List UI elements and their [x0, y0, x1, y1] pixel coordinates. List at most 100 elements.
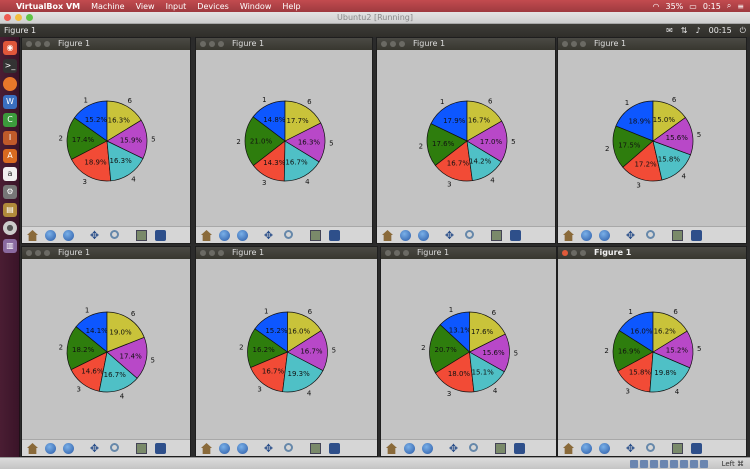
figure-window[interactable]: Figure 1 13.1% 1 20.7% 2 18.0% 3 15.1% 4 15.6% 5 17… [380, 246, 557, 457]
pan-icon[interactable]: ✥ [263, 229, 274, 242]
close-icon[interactable] [381, 41, 387, 47]
subplots-config-icon[interactable] [136, 443, 147, 454]
maximize-icon[interactable] [580, 41, 586, 47]
back-arrow-icon[interactable] [404, 443, 415, 454]
menu-input[interactable]: Input [165, 1, 187, 11]
back-arrow-icon[interactable] [581, 230, 592, 241]
usb-icon[interactable] [670, 460, 678, 468]
files-icon[interactable]: ▤ [3, 203, 17, 217]
subplots-config-icon[interactable] [672, 230, 683, 241]
save-icon[interactable] [329, 443, 340, 454]
figure-window[interactable]: Figure 1 16.0% 1 16.9% 2 15.8% 3 19.8% 4 15.2% 5 16… [557, 246, 747, 457]
zoom-icon[interactable] [284, 443, 293, 452]
wifi-icon[interactable]: ◠ [652, 1, 660, 11]
figure-titlebar[interactable]: Figure 1 [381, 247, 556, 259]
amazon-icon[interactable]: a [3, 167, 17, 181]
home-icon[interactable] [201, 443, 212, 454]
menu-devices[interactable]: Devices [197, 1, 229, 11]
menu-machine[interactable]: Machine [91, 1, 125, 11]
list-icon[interactable]: ≡ [737, 1, 744, 11]
back-arrow-icon[interactable] [219, 230, 230, 241]
zoom-icon[interactable] [469, 443, 478, 452]
figure-titlebar[interactable]: Figure 1 [196, 247, 377, 259]
optical-drive-icon[interactable] [640, 460, 648, 468]
mac-clock[interactable]: 0:15 [702, 1, 721, 11]
subplots-config-icon[interactable] [495, 443, 506, 454]
figure-window[interactable]: Figure 1 14.8% 1 21.0% 2 14.3% 3 16.7% 4 16.3% 5 17… [195, 37, 373, 244]
back-arrow-icon[interactable] [45, 230, 56, 241]
forward-arrow-icon[interactable] [63, 443, 74, 454]
close-icon[interactable] [200, 250, 206, 256]
terminal-icon[interactable]: >_ [3, 59, 17, 73]
menu-view[interactable]: View [135, 1, 155, 11]
sound-icon[interactable]: ♪ [695, 26, 701, 35]
close-icon[interactable] [26, 41, 32, 47]
minimize-icon[interactable] [390, 41, 396, 47]
battery-percent[interactable]: 35% [665, 1, 684, 11]
pan-icon[interactable]: ✥ [625, 442, 636, 455]
figure-titlebar[interactable]: Figure 1 [377, 38, 555, 50]
display-icon[interactable] [690, 460, 698, 468]
pan-icon[interactable]: ✥ [89, 442, 100, 455]
subplots-config-icon[interactable] [491, 230, 502, 241]
network-icon[interactable]: ⇅ [680, 26, 688, 35]
minimize-icon[interactable] [209, 41, 215, 47]
libreoffice-writer-icon[interactable]: W [3, 95, 17, 109]
minimize-icon[interactable] [15, 14, 22, 21]
maximize-icon[interactable] [580, 250, 586, 256]
forward-arrow-icon[interactable] [237, 230, 248, 241]
home-icon[interactable] [27, 230, 38, 241]
back-arrow-icon[interactable] [219, 443, 230, 454]
subplots-config-icon[interactable] [310, 443, 321, 454]
forward-arrow-icon[interactable] [599, 230, 610, 241]
home-icon[interactable] [201, 230, 212, 241]
menu-help[interactable]: Help [282, 1, 301, 11]
figure-window[interactable]: Figure 1 18.9% 1 17.5% 2 17.2% 3 15.8% 4 15.6% 5 15… [557, 37, 747, 244]
firefox-icon[interactable] [3, 77, 17, 91]
maximize-icon[interactable] [44, 41, 50, 47]
home-icon[interactable] [563, 230, 574, 241]
pan-icon[interactable]: ✥ [625, 229, 636, 242]
back-arrow-icon[interactable] [581, 443, 592, 454]
shared-folder-icon[interactable] [680, 460, 688, 468]
figure-titlebar[interactable]: Figure 1 [22, 38, 190, 50]
forward-arrow-icon[interactable] [418, 230, 429, 241]
libreoffice-calc-icon[interactable]: C [3, 113, 17, 127]
pan-icon[interactable]: ✥ [263, 442, 274, 455]
maximize-icon[interactable] [44, 250, 50, 256]
figure-titlebar[interactable]: Figure 1 [558, 38, 746, 50]
ubuntu-dash-icon[interactable]: ◉ [3, 41, 17, 55]
search-icon[interactable]: ⌕ [726, 1, 732, 10]
libreoffice-impress-icon[interactable]: I [3, 131, 17, 145]
home-icon[interactable] [27, 443, 38, 454]
software-center-icon[interactable]: A [3, 149, 17, 163]
save-icon[interactable] [514, 443, 525, 454]
save-icon[interactable] [155, 230, 166, 241]
trash-icon[interactable]: ▥ [3, 239, 17, 253]
figure-window[interactable]: Figure 1 14.1% 1 18.2% 2 14.6% 3 16.7% 4 17.4% 5 19… [21, 246, 191, 457]
forward-arrow-icon[interactable] [63, 230, 74, 241]
save-icon[interactable] [329, 230, 340, 241]
close-icon[interactable] [562, 41, 568, 47]
minimize-icon[interactable] [35, 250, 41, 256]
panel-clock[interactable]: 00:15 [708, 26, 732, 35]
home-icon[interactable] [386, 443, 397, 454]
mail-icon[interactable]: ✉ [666, 26, 673, 35]
close-icon[interactable] [385, 250, 391, 256]
figure-window[interactable]: Figure 1 15.2% 1 17.4% 2 18.9% 3 16.3% 4 15.9% 5 16… [21, 37, 191, 244]
menu-window[interactable]: Window [239, 1, 272, 11]
zoom-icon[interactable] [110, 443, 119, 452]
zoom-icon[interactable] [284, 230, 293, 239]
forward-arrow-icon[interactable] [422, 443, 433, 454]
home-icon[interactable] [563, 443, 574, 454]
save-icon[interactable] [510, 230, 521, 241]
figure-titlebar[interactable]: Figure 1 [558, 247, 746, 259]
pan-icon[interactable]: ✥ [448, 442, 459, 455]
zoom-icon[interactable] [646, 230, 655, 239]
power-icon[interactable]: ⏻ [739, 26, 746, 35]
save-icon[interactable] [155, 443, 166, 454]
close-icon[interactable] [4, 14, 11, 21]
minimize-icon[interactable] [394, 250, 400, 256]
pan-icon[interactable]: ✥ [89, 229, 100, 242]
figure-window[interactable]: Figure 1 17.9% 1 17.6% 2 16.7% 3 14.2% 4 17.0% 5 16… [376, 37, 556, 244]
